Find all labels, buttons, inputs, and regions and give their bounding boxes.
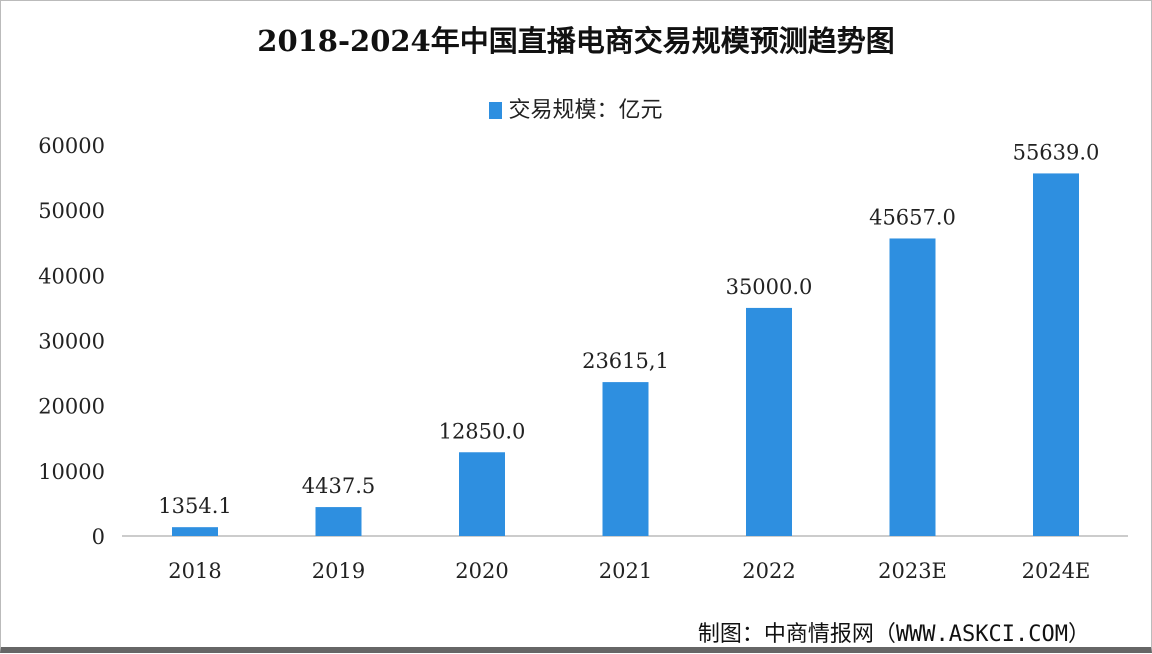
- chart-title: 2018-2024年中国直播电商交易规模预测趋势图: [257, 24, 895, 58]
- data-label: 45657.0: [869, 205, 956, 229]
- y-tick-label: 40000: [38, 264, 105, 288]
- bar-2020: [459, 452, 505, 536]
- bar-2023E: [889, 238, 936, 536]
- y-tick-label: 50000: [38, 199, 105, 223]
- x-tick-label: 2020: [455, 559, 508, 583]
- x-tick-label: 2024E: [1022, 559, 1091, 583]
- data-label: 55639.0: [1013, 140, 1100, 164]
- legend: 交易规模：亿元: [0, 92, 1152, 124]
- y-tick-label: 0: [92, 525, 105, 549]
- y-tick-label: 60000: [38, 134, 105, 158]
- source-note: 制图：中商情报网（WWW.ASKCI.COM）: [697, 622, 1090, 647]
- legend-label: 交易规模：亿元: [508, 98, 663, 123]
- bar-2018: [172, 527, 218, 536]
- x-tick-label: 2023E: [878, 559, 947, 583]
- y-tick-label: 10000: [38, 460, 105, 484]
- x-tick-label: 2021: [599, 559, 652, 583]
- data-label: 12850.0: [439, 419, 526, 443]
- data-label: 23615,1: [582, 349, 669, 373]
- y-tick-label: 20000: [38, 395, 105, 419]
- bar-2024E: [1033, 173, 1079, 536]
- legend-swatch: [489, 102, 503, 119]
- bar-2019: [315, 507, 362, 536]
- x-tick-label: 2018: [168, 559, 221, 583]
- x-tick-label: 2022: [742, 559, 795, 583]
- data-label: 35000.0: [726, 275, 813, 299]
- data-label: 1354.1: [158, 494, 231, 518]
- y-tick-label: 30000: [38, 330, 105, 354]
- bar-2022: [746, 307, 792, 536]
- data-label: 4437.5: [302, 474, 375, 498]
- bar-2021: [602, 382, 649, 536]
- x-tick-label: 2019: [312, 559, 365, 583]
